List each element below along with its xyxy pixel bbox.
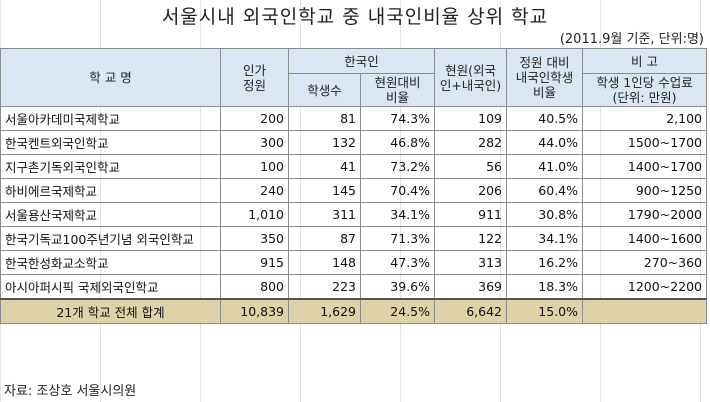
- cell-name[interactable]: 지구촌기독외국인학교: [0, 154, 221, 179]
- cell-capacity-ratio[interactable]: 34.1%: [506, 226, 584, 251]
- cell-current-total[interactable]: 911: [434, 202, 508, 227]
- cell-current-ratio[interactable]: 34.1%: [359, 202, 436, 227]
- cell-tuition[interactable]: 1400~1600: [582, 226, 708, 251]
- header-school-name[interactable]: 학 교 명: [0, 48, 221, 107]
- cell-current-ratio[interactable]: 74.3%: [359, 106, 436, 131]
- cell-students[interactable]: 132: [288, 130, 361, 155]
- cell-capacity-ratio[interactable]: 40.5%: [506, 106, 584, 131]
- cell-total-capacity-ratio[interactable]: 15.0%: [506, 298, 584, 324]
- total-row: 21개 학교 전체 합계 10,839 1,629 24.5% 6,642 15…: [0, 298, 708, 324]
- cell-total-name[interactable]: 21개 학교 전체 합계: [0, 298, 221, 324]
- header-korean[interactable]: 한국인: [287, 48, 436, 74]
- cell-capacity-ratio[interactable]: 18.3%: [506, 274, 584, 300]
- cell-students[interactable]: 81: [288, 106, 361, 131]
- header-capacity-ratio[interactable]: 정원 대비 내국인학생 비율: [506, 48, 584, 107]
- cell-tuition[interactable]: 2,100: [582, 106, 708, 131]
- cell-total-tuition[interactable]: [582, 298, 708, 324]
- cell-total-students[interactable]: 1,629: [288, 298, 361, 324]
- cell-current-total[interactable]: 369: [434, 274, 508, 300]
- table-row: 한국기독교100주년기념 외국인학교 350 87 71.3% 122 34.1…: [0, 226, 708, 251]
- table-row: 서울용산국제학교 1,010 311 34.1% 911 30.8% 1790~…: [0, 202, 708, 227]
- cell-current-ratio[interactable]: 47.3%: [359, 250, 436, 275]
- cell-tuition[interactable]: 900~1250: [582, 178, 708, 203]
- schools-table: 학 교 명 인가 정원 한국인 현원(외국 인+내국인) 정원 대비 내국인학생…: [0, 48, 708, 324]
- cell-capacity[interactable]: 800: [220, 274, 289, 300]
- cell-current-ratio[interactable]: 70.4%: [359, 178, 436, 203]
- cell-total-capacity[interactable]: 10,839: [220, 298, 289, 324]
- cell-capacity-ratio[interactable]: 41.0%: [506, 154, 584, 179]
- table-row: 한국켄트외국인학교 300 132 46.8% 282 44.0% 1500~1…: [0, 130, 708, 155]
- cell-tuition[interactable]: 270~360: [582, 250, 708, 275]
- cell-current-total[interactable]: 56: [434, 154, 508, 179]
- cell-current-ratio[interactable]: 71.3%: [359, 226, 436, 251]
- cell-tuition[interactable]: 1200~2200: [582, 274, 708, 300]
- cell-total-current-ratio[interactable]: 24.5%: [359, 298, 436, 324]
- cell-capacity[interactable]: 350: [220, 226, 289, 251]
- table-row: 아시아퍼시픽 국제외국인학교 800 223 39.6% 369 18.3% 1…: [0, 274, 708, 300]
- cell-students[interactable]: 311: [288, 202, 361, 227]
- basis-note: (2011.9월 기준, 단위:명): [559, 32, 704, 47]
- cell-capacity-ratio[interactable]: 60.4%: [506, 178, 584, 203]
- cell-students[interactable]: 223: [288, 274, 361, 300]
- cell-name[interactable]: 한국한성화교소학교: [0, 250, 221, 275]
- cell-students[interactable]: 87: [288, 226, 361, 251]
- cell-name[interactable]: 서울아카데미국제학교: [0, 106, 221, 131]
- cell-capacity[interactable]: 200: [220, 106, 289, 131]
- cell-capacity[interactable]: 100: [220, 154, 289, 179]
- cell-name[interactable]: 아시아퍼시픽 국제외국인학교: [0, 274, 221, 300]
- header-remarks[interactable]: 비 고: [582, 48, 708, 74]
- cell-current-ratio[interactable]: 46.8%: [359, 130, 436, 155]
- cell-capacity-ratio[interactable]: 16.2%: [506, 250, 584, 275]
- cell-students[interactable]: 148: [288, 250, 361, 275]
- cell-name[interactable]: 하비에르국제학교: [0, 178, 221, 203]
- table-row: 하비에르국제학교 240 145 70.4% 206 60.4% 900~125…: [0, 178, 708, 203]
- cell-current-total[interactable]: 122: [434, 226, 508, 251]
- cell-current-total[interactable]: 313: [434, 250, 508, 275]
- source-note: 자료: 조상호 서울시의원: [4, 384, 137, 399]
- page-title: 서울시내 외국인학교 중 내국인비율 상위 학교: [161, 6, 549, 28]
- cell-tuition[interactable]: 1790~2000: [582, 202, 708, 227]
- cell-capacity-ratio[interactable]: 44.0%: [506, 130, 584, 155]
- cell-capacity-ratio[interactable]: 30.8%: [506, 202, 584, 227]
- cell-capacity[interactable]: 915: [220, 250, 289, 275]
- cell-current-total[interactable]: 109: [434, 106, 508, 131]
- cell-capacity[interactable]: 300: [220, 130, 289, 155]
- header-current-ratio[interactable]: 현원대비 비율: [359, 73, 436, 107]
- cell-students[interactable]: 41: [288, 154, 361, 179]
- cell-students[interactable]: 145: [288, 178, 361, 203]
- header-current-total[interactable]: 현원(외국 인+내국인): [434, 48, 508, 107]
- cell-current-total[interactable]: 282: [434, 130, 508, 155]
- cell-name[interactable]: 한국켄트외국인학교: [0, 130, 221, 155]
- cell-capacity[interactable]: 240: [220, 178, 289, 203]
- cell-name[interactable]: 서울용산국제학교: [0, 202, 221, 227]
- table-row: 지구촌기독외국인학교 100 41 73.2% 56 41.0% 1400~17…: [0, 154, 708, 179]
- header-capacity[interactable]: 인가 정원: [220, 48, 289, 107]
- table-row: 한국한성화교소학교 915 148 47.3% 313 16.2% 270~36…: [0, 250, 708, 275]
- header-tuition[interactable]: 학생 1인당 수업료 (단위: 만원): [582, 73, 708, 107]
- cell-current-ratio[interactable]: 39.6%: [359, 274, 436, 300]
- cell-current-ratio[interactable]: 73.2%: [359, 154, 436, 179]
- cell-capacity[interactable]: 1,010: [220, 202, 289, 227]
- cell-tuition[interactable]: 1500~1700: [582, 130, 708, 155]
- cell-current-total[interactable]: 206: [434, 178, 508, 203]
- header-students[interactable]: 학생수: [288, 73, 361, 107]
- cell-total-current-total[interactable]: 6,642: [434, 298, 508, 324]
- table-row: 서울아카데미국제학교 200 81 74.3% 109 40.5% 2,100: [0, 106, 708, 131]
- cell-name[interactable]: 한국기독교100주년기념 외국인학교: [0, 226, 221, 251]
- cell-tuition[interactable]: 1400~1700: [582, 154, 708, 179]
